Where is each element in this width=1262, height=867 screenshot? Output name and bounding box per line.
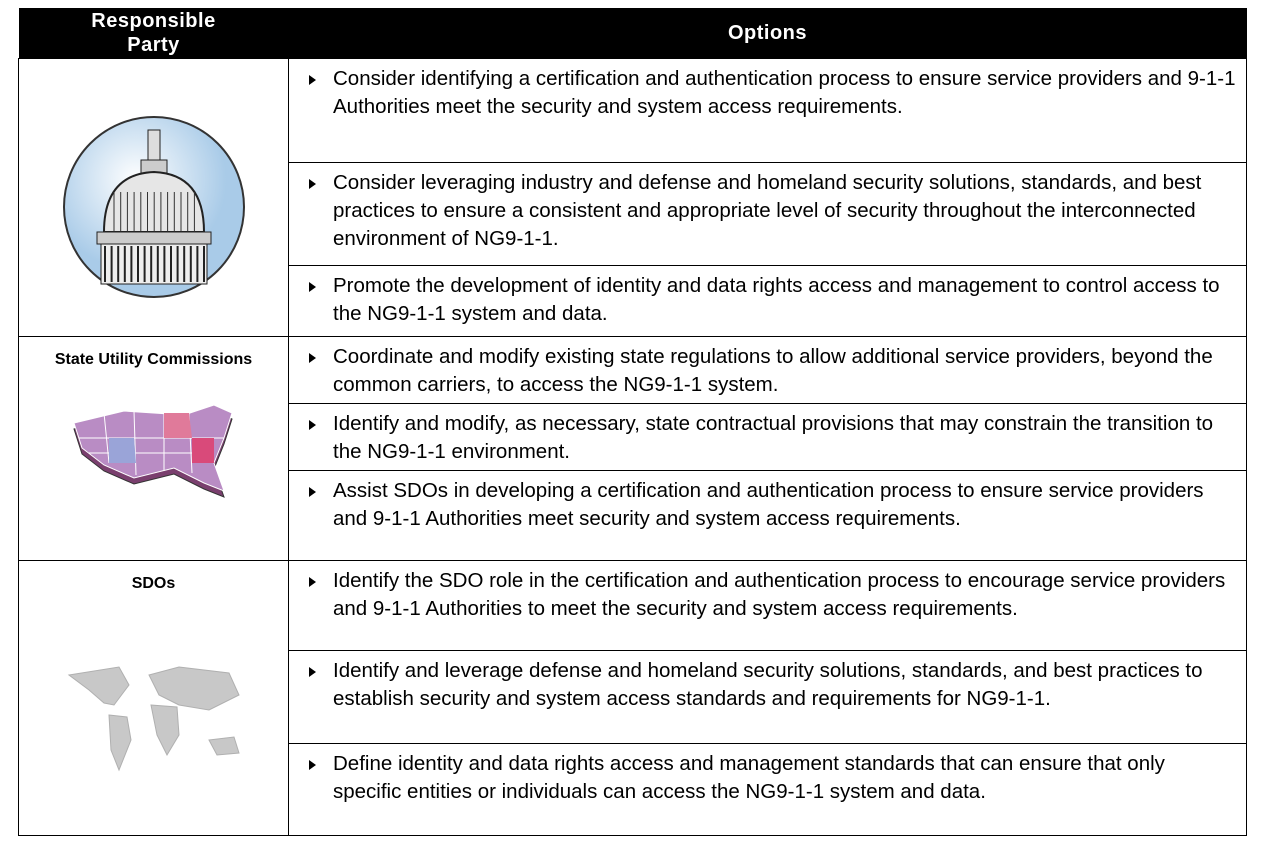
party-label: SDOs — [131, 575, 176, 592]
option-text: Identify and leverage defense and homela… — [288, 650, 1247, 744]
party-cell — [18, 58, 289, 337]
option-text: Promote the development of identity and … — [288, 265, 1247, 337]
option-row: Assist SDOs in developing a certificatio… — [19, 470, 1247, 561]
party-label: State Utility Commissions — [54, 351, 253, 368]
option-row: SDOs Identify the SDO role in the certif… — [18, 560, 1247, 836]
option-row: Consider leveraging industry and defense… — [19, 162, 1247, 266]
options-header: Options — [288, 8, 1247, 59]
option-row: Define identity and data rights access a… — [19, 743, 1247, 836]
header-row: Responsible Party Options — [18, 8, 1247, 59]
party-cell: SDOs — [18, 560, 289, 836]
capitol-icon — [62, 115, 245, 298]
option-text: Consider leveraging industry and defense… — [288, 162, 1247, 266]
option-row: State Utility Commissions Coordinate and… — [18, 336, 1247, 561]
option-text: Coordinate and modify existing state reg… — [288, 336, 1247, 404]
option-text: Identify the SDO role in the certificati… — [288, 560, 1247, 651]
option-text: Assist SDOs in developing a certificatio… — [288, 470, 1247, 561]
option-row: Identify and leverage defense and homela… — [19, 650, 1247, 744]
party-cell: State Utility Commissions — [18, 336, 289, 561]
party-header: Responsible Party — [18, 8, 289, 59]
world-map-icon — [67, 666, 240, 772]
us-map-icon — [72, 404, 233, 498]
option-row: Identify and modify, as necessary, state… — [19, 403, 1247, 471]
option-row: Consider identifying a certification and… — [18, 58, 1247, 337]
options-table: Responsible Party Options Consider ident… — [18, 8, 1247, 836]
option-text: Consider identifying a certification and… — [288, 58, 1247, 163]
option-text: Define identity and data rights access a… — [288, 743, 1247, 836]
option-text: Identify and modify, as necessary, state… — [288, 403, 1247, 471]
